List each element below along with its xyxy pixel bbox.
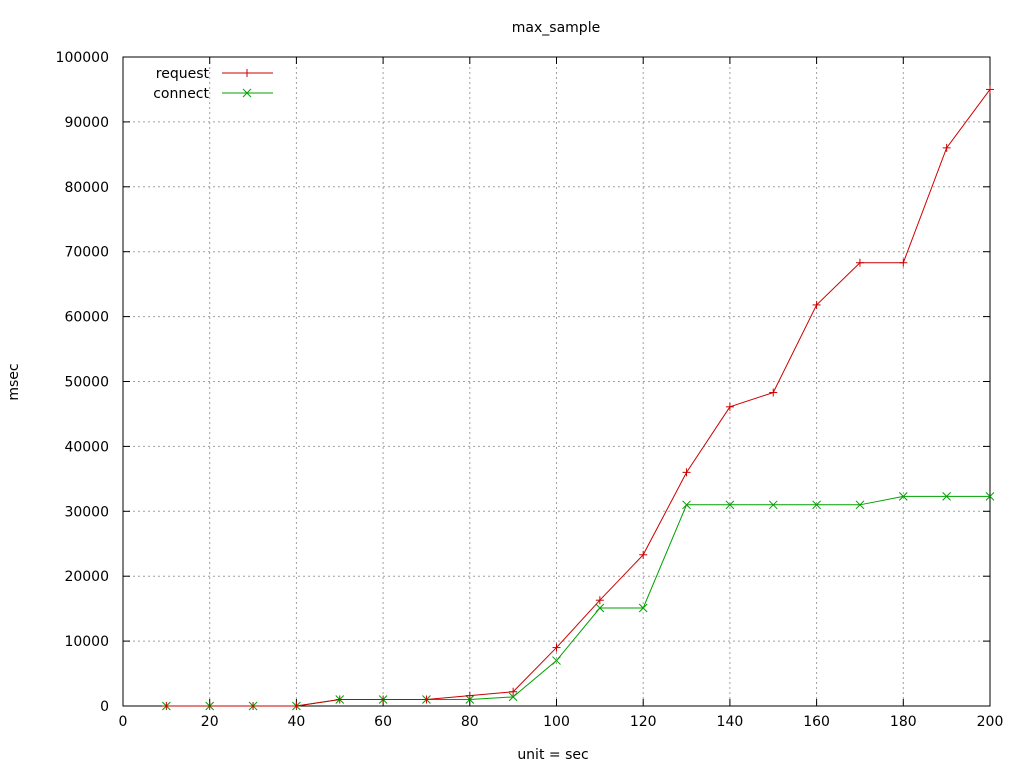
data-point-request (422, 695, 431, 704)
x-tick-label: 100 (543, 714, 570, 730)
data-point-connect (855, 500, 865, 510)
legend-label-request: request (156, 66, 210, 82)
data-point-request (682, 468, 691, 477)
x-tick-label: 160 (803, 714, 830, 730)
data-point-request (595, 596, 604, 605)
y-tick-label: 80000 (64, 180, 109, 196)
x-tick-label: 40 (287, 714, 305, 730)
legend-label-connect: connect (153, 86, 209, 102)
y-tick-label: 40000 (64, 439, 109, 455)
x-tick-label: 180 (890, 714, 917, 730)
y-tick-label: 20000 (64, 569, 109, 585)
x-tick-label: 200 (977, 714, 1004, 730)
axes: 0 20 40 60 80 100 120 140 160 180 200 0 10000 20000 30… (56, 50, 1004, 730)
legend: request connect (153, 66, 273, 102)
data-point-request (509, 687, 518, 696)
x-axis-label: unit = sec (517, 747, 588, 763)
x-tick-label: 60 (374, 714, 392, 730)
data-point-connect (682, 500, 691, 510)
x-tick-label: 120 (630, 714, 657, 730)
chart-title: max_sample (512, 20, 600, 36)
y-tick-label: 50000 (64, 375, 109, 391)
data-point-connect (595, 603, 605, 613)
data-point-request (552, 643, 561, 652)
data-point-connect (898, 492, 908, 501)
data-point-request (899, 258, 908, 267)
data-point-request (205, 702, 214, 710)
y-tick-label: 90000 (64, 115, 109, 131)
x-tick-label: 140 (717, 714, 744, 730)
data-point-connect (508, 692, 518, 702)
series-lines (161, 85, 995, 711)
data-point-connect (985, 492, 995, 501)
legend-marker-connect (242, 88, 252, 98)
data-point-request (162, 702, 171, 710)
data-point-request (855, 258, 864, 267)
data-point-request (639, 550, 648, 559)
legend-marker-request (243, 69, 251, 77)
y-tick-label: 0 (100, 699, 109, 715)
data-point-request (379, 695, 388, 704)
y-tick-label: 60000 (64, 310, 109, 326)
data-point-request (465, 691, 474, 700)
y-tick-label: 10000 (64, 634, 109, 650)
data-point-connect (768, 500, 778, 510)
data-point-connect (812, 500, 821, 510)
y-tick-label: 30000 (64, 504, 109, 520)
data-point-connect (942, 492, 952, 501)
data-point-request (335, 695, 344, 704)
data-point-request (942, 143, 951, 152)
y-axis-label: msec (6, 363, 22, 400)
data-point-connect (638, 603, 648, 613)
data-point-request (725, 402, 734, 411)
grid (123, 57, 990, 706)
x-tick-label: 80 (461, 714, 479, 730)
data-point-request (292, 702, 301, 710)
data-point-request (812, 300, 821, 309)
data-point-request (986, 85, 994, 94)
data-point-connect (552, 656, 561, 665)
x-tick-label: 20 (201, 714, 219, 730)
y-tick-label: 70000 (64, 245, 109, 261)
data-point-connect (725, 500, 735, 510)
series-line-request (166, 89, 991, 707)
data-point-request (249, 702, 258, 710)
x-tick-label: 0 (119, 714, 128, 730)
data-point-request (769, 388, 778, 397)
y-tick-label: 100000 (56, 50, 109, 66)
